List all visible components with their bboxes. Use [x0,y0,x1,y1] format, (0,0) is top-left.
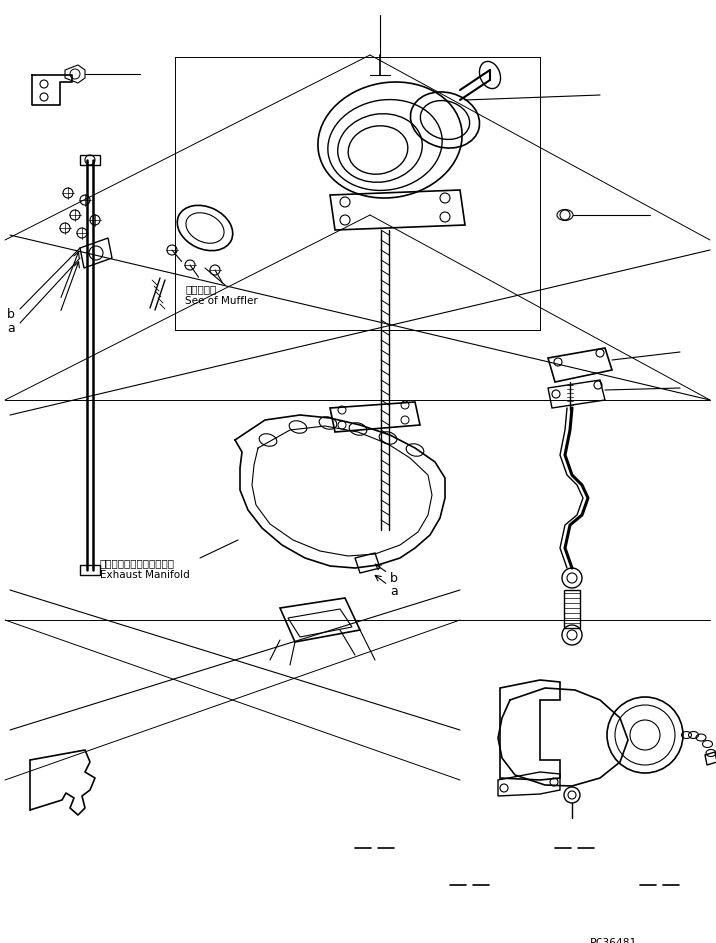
Text: エキゾーストマニホールド: エキゾーストマニホールド [100,558,175,568]
Text: b: b [7,308,15,321]
Text: b: b [390,572,398,585]
Text: Exhaust Manifold: Exhaust Manifold [100,570,190,580]
Text: a: a [390,585,398,598]
Text: PC36481: PC36481 [590,938,637,943]
Text: a: a [7,322,15,335]
Text: マフラ参照: マフラ参照 [185,284,216,294]
Text: See of Muffler: See of Muffler [185,296,258,306]
